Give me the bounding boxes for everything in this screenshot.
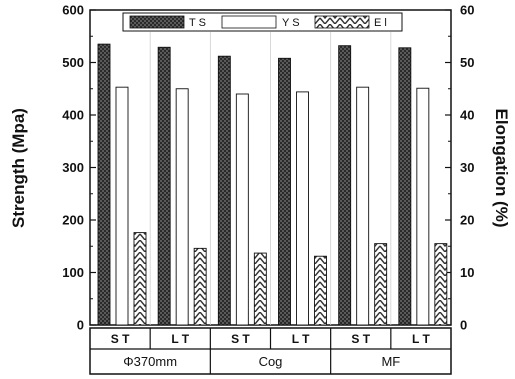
- bars: [97, 43, 448, 326]
- left-tick-label: 0: [77, 318, 84, 333]
- bar-el-2: [193, 247, 207, 326]
- bar-el-4: [314, 255, 327, 326]
- legend: T S Y S E l: [122, 12, 403, 32]
- bar-ys-4: [296, 91, 309, 326]
- y-axis-title-left: Strength (Mpa): [9, 108, 28, 228]
- category-label: S T: [351, 332, 370, 346]
- group-label: Φ370mm: [123, 354, 177, 369]
- left-axis: 0 100 200 300 400 500 600: [62, 3, 96, 333]
- category-table: S T L T S T L T S T L T Φ370mm Cog MF: [89, 327, 452, 375]
- bar-ts-6: [398, 47, 412, 326]
- bar-ys-5: [356, 86, 370, 326]
- legend-swatch-ys: [221, 15, 277, 29]
- bar-ys-2: [175, 88, 189, 326]
- right-axis: 0 10 20 30 40 50 60: [445, 3, 474, 333]
- legend-label-ys: Y S: [282, 17, 300, 29]
- category-label: L T: [171, 332, 189, 346]
- left-tick-label: 600: [62, 3, 84, 18]
- left-tick-label: 300: [62, 160, 84, 175]
- left-tick-label: 200: [62, 213, 84, 228]
- right-tick-label: 50: [460, 55, 474, 70]
- bar-ts-1: [97, 43, 111, 326]
- bar-ys-6: [416, 87, 430, 326]
- category-label: S T: [111, 332, 130, 346]
- right-tick-label: 0: [460, 318, 467, 333]
- right-tick-label: 30: [460, 160, 474, 175]
- bar-el-1: [133, 232, 147, 326]
- legend-label-el: E l: [374, 17, 387, 29]
- bar-el-6: [434, 243, 448, 326]
- category-label: S T: [231, 332, 250, 346]
- right-tick-label: 10: [460, 265, 474, 280]
- left-tick-label: 400: [62, 108, 84, 123]
- category-label: L T: [292, 332, 310, 346]
- bar-ts-2: [157, 46, 171, 326]
- left-tick-label: 500: [62, 55, 84, 70]
- legend-label-ts: T S: [189, 17, 206, 29]
- legend-swatch-ts: [129, 15, 185, 29]
- group-label: MF: [381, 354, 400, 369]
- left-tick-label: 100: [62, 265, 84, 280]
- bar-ts-3: [217, 55, 231, 326]
- right-tick-label: 20: [460, 213, 474, 228]
- bar-ts-5: [338, 45, 352, 326]
- bar-el-5: [374, 243, 388, 326]
- right-tick-label: 60: [460, 3, 474, 18]
- group-label: Cog: [259, 354, 283, 369]
- bar-ys-1: [115, 86, 129, 326]
- bar-ts-4: [278, 57, 291, 326]
- bar-ys-3: [235, 93, 249, 326]
- category-label: L T: [412, 332, 430, 346]
- legend-swatch-el: [314, 15, 370, 29]
- y-axis-title-right: Elongation (%): [492, 109, 511, 228]
- right-tick-label: 40: [460, 108, 474, 123]
- category-dividers: [149, 32, 392, 325]
- bar-el-3: [253, 252, 267, 326]
